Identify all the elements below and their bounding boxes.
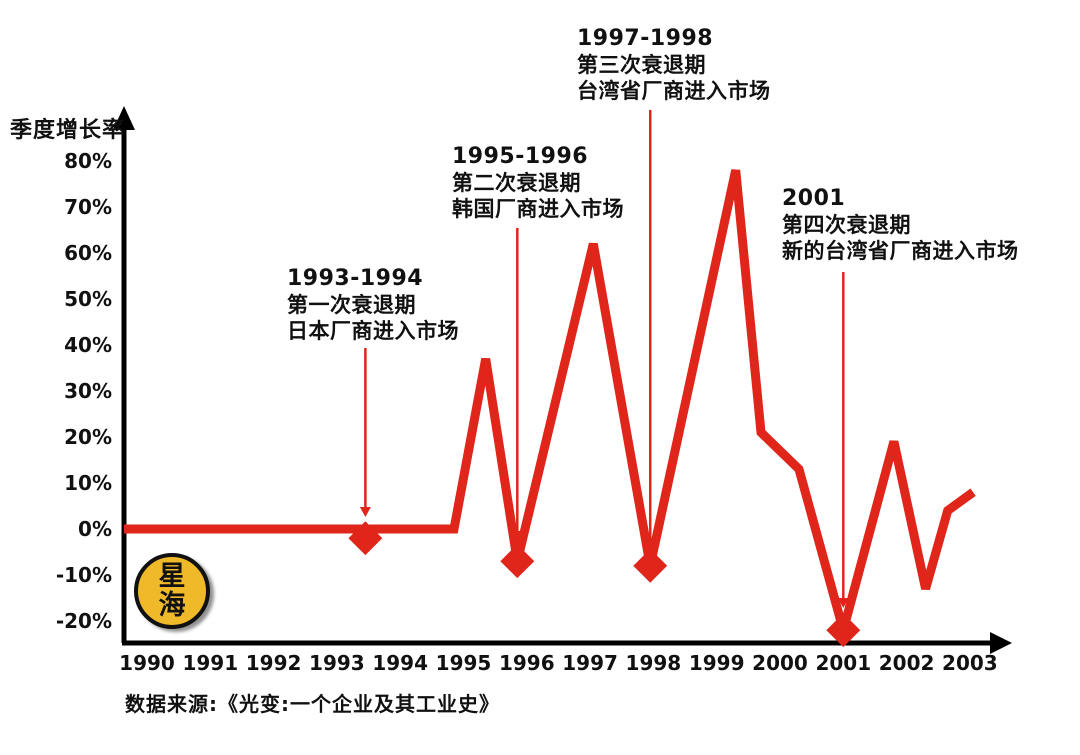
x-tick-label: 1999: [688, 651, 745, 675]
x-tick-label: 2001: [815, 651, 872, 675]
y-tick-label: 80%: [64, 149, 112, 173]
y-tick-label: 40%: [64, 333, 112, 357]
x-tick-label: 1997: [562, 651, 618, 675]
annotation-years: 1995-1996: [452, 144, 589, 169]
y-tick-label: -20%: [55, 609, 112, 633]
x-tick-label: 1995: [435, 651, 492, 675]
logo-char-top: 星: [158, 561, 186, 592]
x-tick-label: 1991: [182, 651, 239, 675]
y-tick-label: 60%: [64, 241, 112, 265]
x-tick-label: 1998: [625, 651, 682, 675]
y-tick-label: 50%: [64, 287, 112, 311]
annotation-arrowhead-icon: [837, 598, 849, 608]
x-tick-label: 1993: [309, 651, 365, 675]
y-tick-label: 20%: [64, 425, 112, 449]
y-tick-label: 10%: [64, 471, 112, 495]
annotation-years: 1993-1994: [287, 266, 424, 291]
logo-char-bottom: 海: [158, 590, 186, 621]
annotation-recession-4: 2001 第四次衰退期 新的台湾省厂商进入市场: [782, 186, 1019, 264]
x-tick-label: 1992: [245, 651, 302, 675]
annotation-line: 新的台湾省厂商进入市场: [782, 239, 1019, 263]
annotation-line: 第三次衰退期: [577, 53, 706, 77]
recession-diamond-marker: [633, 548, 668, 583]
x-tick-label: 1994: [372, 651, 429, 675]
annotation-line: 韩国厂商进入市场: [452, 197, 624, 221]
x-tick-label: 2003: [942, 651, 998, 675]
annotation-line: 第二次衰退期: [452, 171, 581, 195]
annotation-line: 台湾省厂商进入市场: [577, 79, 771, 103]
annotation-recession-3: 1997-1998 第三次衰退期 台湾省厂商进入市场: [577, 26, 771, 104]
recession-diamond-marker: [348, 521, 383, 556]
y-axis-arrowhead-icon: [113, 106, 135, 130]
x-tick-label: 1990: [119, 651, 175, 675]
y-tick-label: -10%: [55, 563, 112, 587]
x-tick-label: 2002: [878, 651, 935, 675]
x-tick-label: 2000: [752, 651, 808, 675]
y-axis-title: 季度增长率: [10, 118, 126, 143]
annotation-line: 第一次衰退期: [287, 293, 416, 317]
annotation-line: 第四次衰退期: [782, 213, 911, 237]
annotation-arrowhead-icon: [359, 507, 371, 517]
annotation-years: 1997-1998: [577, 26, 714, 51]
growth-rate-line: [124, 169, 976, 648]
y-tick-label: 70%: [64, 195, 112, 219]
recession-diamond-marker: [500, 544, 535, 579]
data-source-caption: 数据来源:《光变:一个企业及其工业史》: [125, 692, 500, 716]
annotation-years: 2001: [782, 186, 846, 211]
xinghai-logo: 星 海: [134, 553, 210, 629]
annotation-recession-1: 1993-1994 第一次衰退期 日本厂商进入市场: [287, 266, 459, 344]
recession-diamond-marker: [826, 613, 861, 648]
annotation-line: 日本厂商进入市场: [287, 319, 459, 343]
annotation-recession-2: 1995-1996 第二次衰退期 韩国厂商进入市场: [452, 144, 624, 222]
y-tick-label: 30%: [64, 379, 112, 403]
y-tick-label: 0%: [78, 517, 112, 541]
x-axis-arrowhead-icon: [990, 632, 1012, 654]
x-tick-label: 1996: [498, 651, 555, 675]
